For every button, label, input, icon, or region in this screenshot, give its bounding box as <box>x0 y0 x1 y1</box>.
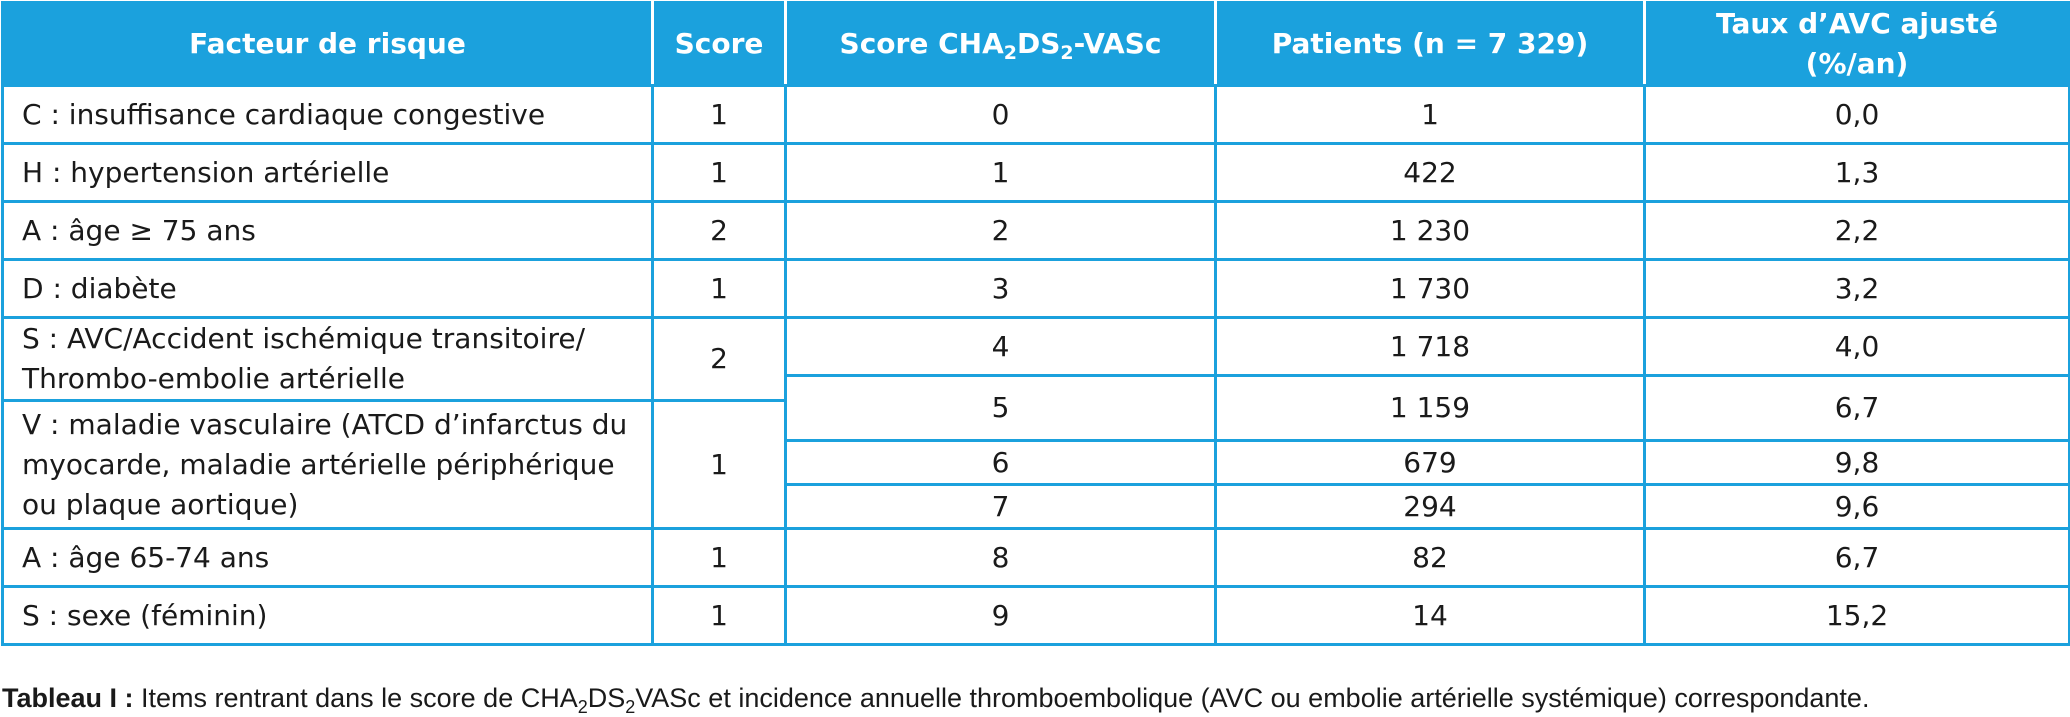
patients-cell: 422 <box>1214 142 1646 203</box>
factor-score-cell: 1 <box>651 142 787 203</box>
table-row: D : diabète 1 3 1 730 3,2 <box>1 258 2070 319</box>
table-row: S : sexe (féminin) 1 9 14 15,2 <box>1 585 2070 646</box>
header-cha2ds2vasc-score: Score CHA2DS2-VASc <box>784 1 1217 87</box>
patients-cell: 1 230 <box>1214 200 1646 261</box>
cha2ds2vasc-score-cell: 1 <box>784 142 1217 203</box>
header-subscript-1: 2 <box>1003 42 1017 64</box>
cha2ds2vasc-score-cell: 3 <box>784 258 1217 319</box>
patients-cell: 679 <box>1214 439 1646 486</box>
caption-label: Tableau I : <box>2 683 134 713</box>
patients-cell: 1 159 <box>1214 374 1646 442</box>
header-score-text-3: -VASc <box>1073 27 1162 60</box>
risk-factor-cell: S : AVC/Accident ischémique transitoire/… <box>1 316 654 402</box>
patients-cell: 294 <box>1214 483 1646 530</box>
table-row: 7 294 9,6 <box>3 483 2070 530</box>
stroke-rate-cell: 9,6 <box>1643 483 2070 530</box>
risk-factor-cell: C : insuffisance cardiaque congestive <box>1 84 654 145</box>
caption-text-2: DS <box>587 683 626 713</box>
cha2ds2vasc-score-cell: 6 <box>784 439 1217 486</box>
factor-score-cell: 1 <box>651 527 787 588</box>
table-row: H : hypertension artérielle 1 1 422 1,3 <box>1 142 2070 203</box>
table-row: 5 1 159 6,7 <box>3 374 2070 442</box>
caption-subscript-2: 2 <box>625 697 636 717</box>
factor-score-cell: 1 <box>651 258 787 319</box>
patients-cell: 1 730 <box>1214 258 1646 319</box>
header-patients: Patients (n = 7 329) <box>1214 1 1646 87</box>
header-risk-factor: Facteur de risque <box>1 1 654 87</box>
risk-score-table: Facteur de risque Score Score CHA2DS2-VA… <box>1 1 2070 646</box>
stroke-rate-cell: 2,2 <box>1643 200 2070 261</box>
stroke-rate-cell: 3,2 <box>1643 258 2070 319</box>
factor-score-cell: 1 <box>651 585 787 646</box>
cha2ds2vasc-score-cell: 0 <box>784 84 1217 145</box>
table-header-row: Facteur de risque Score Score CHA2DS2-VA… <box>1 1 2070 87</box>
risk-factor-cell: D : diabète <box>1 258 654 319</box>
table-row: S : AVC/Accident ischémique transitoire/… <box>1 316 2070 402</box>
stroke-rate-cell: 15,2 <box>1643 585 2070 646</box>
header-score-text-1: Score CHA <box>839 27 1004 60</box>
factor-score-cell: 2 <box>651 316 787 402</box>
factor-score-cell: 2 <box>651 200 787 261</box>
stroke-rate-cell: 1,3 <box>1643 142 2070 203</box>
table-row: V : maladie vasculaire (ATCD d’infarctus… <box>1 399 2070 530</box>
caption-text-3: VASc et incidence annuelle thromboemboli… <box>635 683 1870 713</box>
table-row: A : âge 65-74 ans 1 8 82 6,7 <box>1 527 2070 588</box>
risk-factor-cell: H : hypertension artérielle <box>1 142 654 203</box>
header-subscript-2: 2 <box>1060 42 1074 64</box>
stroke-rate-cell: 4,0 <box>1643 316 2070 377</box>
cha2ds2vasc-score-cell: 5 <box>784 374 1217 442</box>
caption-subscript-1: 2 <box>577 697 588 717</box>
patients-cell: 1 718 <box>1214 316 1646 377</box>
table-row: A : âge ≥ 75 ans 2 2 1 230 2,2 <box>1 200 2070 261</box>
stroke-rate-cell: 0,0 <box>1643 84 2070 145</box>
risk-factor-cell: V : maladie vasculaire (ATCD d’infarctus… <box>1 399 654 530</box>
stroke-rate-cell: 9,8 <box>1643 439 2070 486</box>
table-caption: Tableau I : Items rentrant dans le score… <box>2 682 1870 717</box>
risk-factor-cell: A : âge 65-74 ans <box>1 527 654 588</box>
cha2ds2vasc-score-cell: 8 <box>784 527 1217 588</box>
caption-text-1: Items rentrant dans le score de CHA <box>133 683 578 713</box>
header-stroke-rate: Taux d’AVC ajusté (%/an) <box>1643 1 2070 87</box>
patients-cell: 14 <box>1214 585 1646 646</box>
cha2ds2vasc-score-cell: 2 <box>784 200 1217 261</box>
header-score-text-2: DS <box>1016 27 1061 60</box>
factor-score-cell: 1 <box>651 84 787 145</box>
stroke-rate-cell: 6,7 <box>1643 374 2070 442</box>
table-row: C : insuffisance cardiaque congestive 1 … <box>1 84 2070 145</box>
table-row: 6 679 9,8 <box>3 439 2070 486</box>
risk-factor-cell: A : âge ≥ 75 ans <box>1 200 654 261</box>
patients-cell: 1 <box>1214 84 1646 145</box>
patients-cell: 82 <box>1214 527 1646 588</box>
stroke-rate-cell: 6,7 <box>1643 527 2070 588</box>
risk-factor-cell: S : sexe (féminin) <box>1 585 654 646</box>
cha2ds2vasc-score-cell: 4 <box>784 316 1217 377</box>
header-score: Score <box>651 1 787 87</box>
cha2ds2vasc-score-cell: 9 <box>784 585 1217 646</box>
cha2ds2vasc-score-cell: 7 <box>784 483 1217 530</box>
factor-score-cell: 1 <box>651 399 787 530</box>
